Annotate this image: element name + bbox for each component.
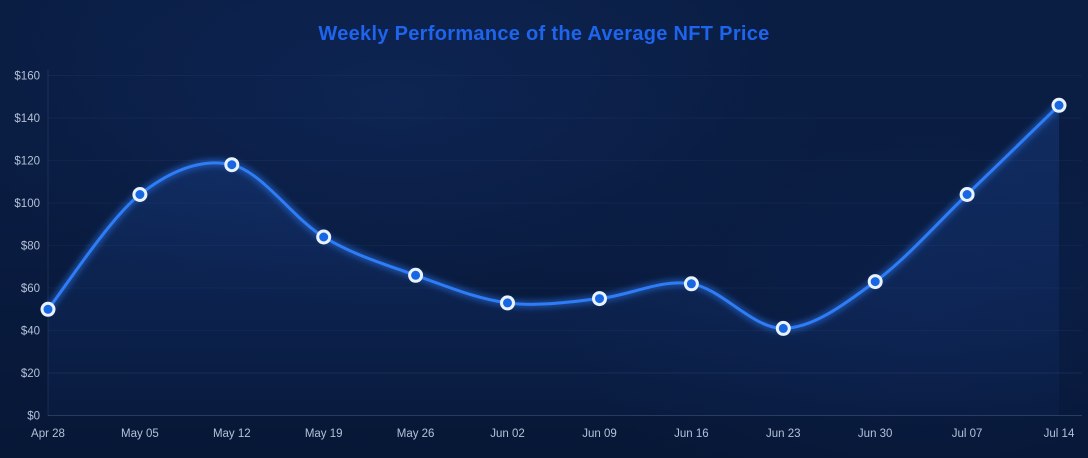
- data-point-may-26[interactable]: [408, 267, 424, 283]
- x-tick-label: Jul 14: [1044, 428, 1075, 440]
- data-point-jul-07[interactable]: [959, 187, 975, 202]
- data-point-may-05[interactable]: [132, 187, 148, 202]
- x-tick-label: May 26: [397, 428, 435, 440]
- data-point-apr-28[interactable]: [40, 301, 56, 317]
- y-tick-label: $40: [21, 326, 40, 338]
- data-point-jun-30[interactable]: [867, 274, 883, 290]
- data-point-may-19[interactable]: [316, 229, 332, 245]
- x-tick-label: Jun 30: [858, 428, 893, 440]
- x-tick-label: Apr 28: [31, 428, 65, 440]
- chart-title: Weekly Performance of the Average NFT Pr…: [318, 23, 770, 45]
- price-line: [46, 103, 1061, 330]
- x-tick-label: Jun 09: [582, 428, 617, 440]
- y-tick-label: $80: [21, 241, 40, 253]
- y-tick-label: $120: [14, 156, 40, 168]
- y-axis-labels: $0 $20 $40 $60 $80 $100 $120 $140 $160: [14, 71, 40, 423]
- y-tick-label: $20: [21, 368, 40, 380]
- x-tick-label: Jul 07: [952, 428, 983, 440]
- y-tick-label: $160: [14, 71, 40, 83]
- x-tick-label: May 12: [213, 428, 251, 440]
- x-tick-label: Jun 02: [490, 428, 525, 440]
- y-tick-label: $140: [14, 113, 40, 125]
- data-points: [40, 97, 1067, 336]
- x-axis-labels: Apr 28 May 05 May 12 May 19 May 26 Jun 02 Jun …: [31, 428, 1075, 440]
- data-point-jul-14[interactable]: [1051, 97, 1067, 113]
- data-point-may-12[interactable]: [224, 157, 240, 173]
- data-point-jun-02[interactable]: [500, 295, 515, 311]
- y-tick-label: $0: [27, 411, 40, 423]
- data-point-jun-23[interactable]: [775, 320, 791, 336]
- x-tick-label: Jun 23: [766, 428, 801, 440]
- data-point-jun-16[interactable]: [683, 276, 699, 292]
- x-tick-label: May 05: [121, 428, 159, 440]
- data-point-jun-09[interactable]: [592, 291, 607, 307]
- x-tick-label: Jun 16: [674, 428, 709, 440]
- area-fill: [48, 105, 1059, 416]
- y-tick-label: $60: [21, 283, 40, 295]
- x-tick-label: May 19: [305, 428, 343, 440]
- y-tick-label: $100: [14, 198, 40, 210]
